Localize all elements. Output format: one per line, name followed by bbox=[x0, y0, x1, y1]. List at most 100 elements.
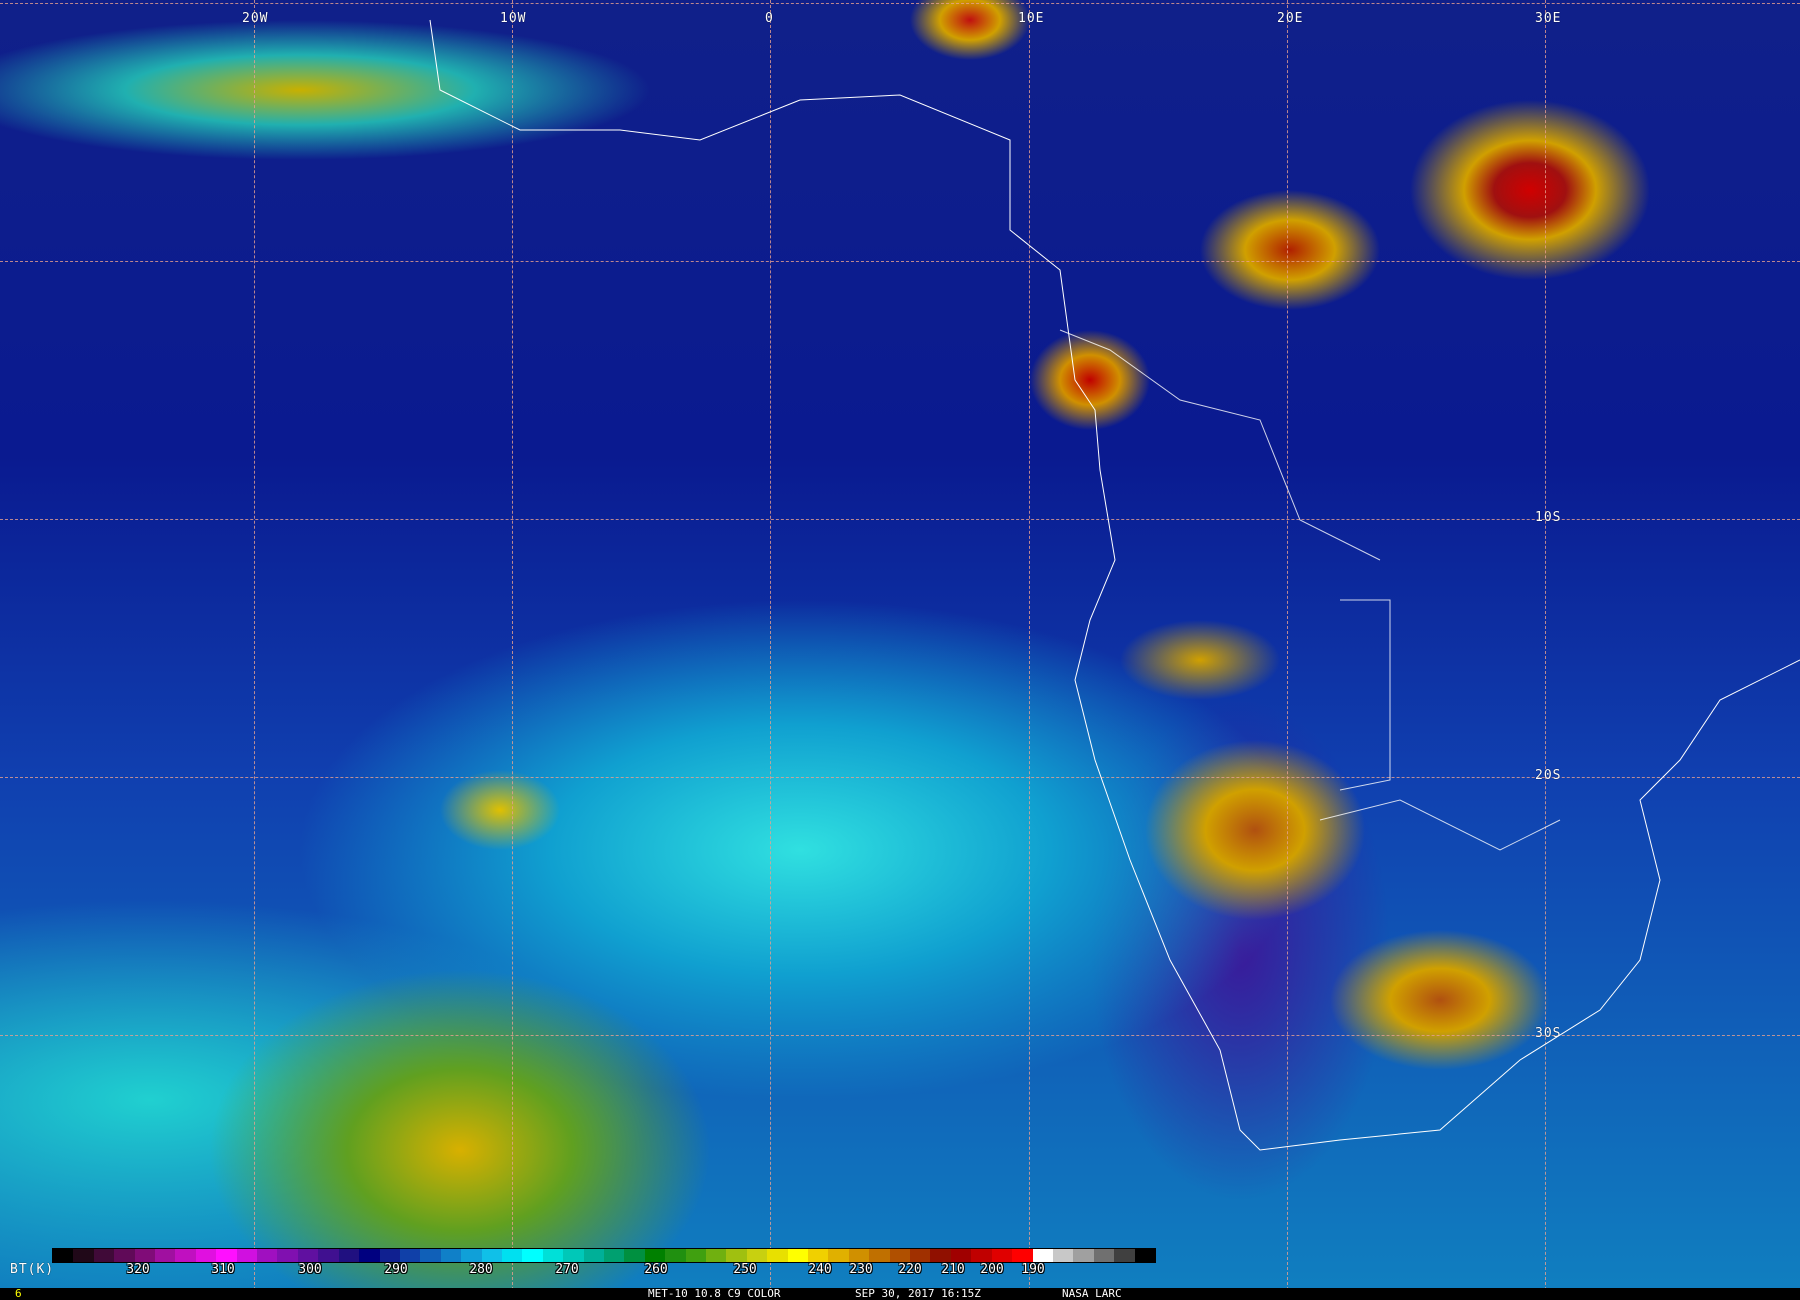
colorbar-segment bbox=[73, 1249, 94, 1262]
colorbar-tick-label: 210 bbox=[941, 1262, 965, 1277]
colorbar-segment bbox=[665, 1249, 686, 1262]
colorbar-segment bbox=[1052, 1249, 1074, 1262]
credit-label: NASA LARC bbox=[1062, 1287, 1122, 1300]
lon-label: 10E bbox=[1018, 11, 1045, 26]
colorbar-segment bbox=[726, 1249, 747, 1262]
colorbar-segment bbox=[1032, 1249, 1053, 1262]
product-label: MET-10 10.8 C9 COLOR bbox=[648, 1287, 781, 1300]
colorbar-segment bbox=[950, 1249, 972, 1262]
colorbar-tick-label: 300 bbox=[298, 1262, 322, 1277]
parallel-gridline bbox=[0, 3, 1800, 4]
colorbar-segment bbox=[461, 1249, 482, 1262]
colorbar-segment bbox=[930, 1249, 951, 1262]
lon-label: 10W bbox=[500, 11, 527, 26]
colorbar-segment bbox=[420, 1249, 441, 1262]
colorbar-segment bbox=[787, 1249, 809, 1262]
colorbar-segment bbox=[583, 1249, 604, 1262]
colorbar-segment bbox=[440, 1249, 462, 1262]
colorbar-segment bbox=[501, 1249, 523, 1262]
colorbar-segment bbox=[399, 1249, 421, 1262]
parallel-gridline bbox=[0, 519, 1800, 520]
meridian-gridline bbox=[1287, 0, 1288, 1300]
colorbar-segment bbox=[746, 1249, 768, 1262]
colorbar-tick-label: 200 bbox=[980, 1262, 1004, 1277]
parallel-gridline bbox=[0, 261, 1800, 262]
meridian-gridline bbox=[770, 0, 771, 1300]
colorbar-segment bbox=[93, 1249, 115, 1262]
parallel-gridline bbox=[0, 1035, 1800, 1036]
colorbar-segment bbox=[1012, 1249, 1033, 1262]
colorbar-tick-label: 320 bbox=[126, 1262, 150, 1277]
lon-label: 20W bbox=[242, 11, 269, 26]
datetime-label: SEP 30, 2017 16:15Z bbox=[855, 1287, 981, 1300]
colorbar-segment bbox=[1134, 1249, 1155, 1262]
colorbar-segment bbox=[828, 1249, 849, 1262]
colorbar-segment bbox=[338, 1249, 360, 1262]
meridian-gridline bbox=[1029, 0, 1030, 1300]
colorbar-segment bbox=[297, 1249, 319, 1262]
colorbar-segment bbox=[808, 1249, 829, 1262]
colorbar-segment bbox=[481, 1249, 502, 1262]
meridian-gridline bbox=[254, 0, 255, 1300]
colorbar-tick-label: 270 bbox=[555, 1262, 579, 1277]
lon-label: 30E bbox=[1535, 11, 1562, 26]
colorbar-tick-label: 250 bbox=[733, 1262, 757, 1277]
colorbar-segment bbox=[563, 1249, 584, 1262]
colorbar-segment bbox=[155, 1249, 176, 1262]
colorbar-segment bbox=[971, 1249, 992, 1262]
colorbar-segment bbox=[318, 1249, 339, 1262]
colorbar-segment bbox=[1093, 1249, 1115, 1262]
colorbar-segment bbox=[644, 1249, 666, 1262]
west-africa-coastline bbox=[429, 19, 801, 141]
colorbar-segment bbox=[1073, 1249, 1094, 1262]
colorbar-tick-label: 280 bbox=[469, 1262, 493, 1277]
africa-coastline bbox=[799, 94, 1800, 1151]
country-borders bbox=[1059, 329, 1561, 851]
colorbar-tick-label: 230 bbox=[849, 1262, 873, 1277]
colorbar-tick-label: 310 bbox=[211, 1262, 235, 1277]
colorbar-segment bbox=[685, 1249, 706, 1262]
lon-label: 20E bbox=[1277, 11, 1304, 26]
meridian-gridline bbox=[512, 0, 513, 1300]
colorbar-segment bbox=[889, 1249, 911, 1262]
colorbar-segment bbox=[359, 1249, 380, 1262]
colorbar-segment bbox=[175, 1249, 196, 1262]
colorbar-segment bbox=[257, 1249, 278, 1262]
parallel-gridline bbox=[0, 777, 1800, 778]
colorbar-segment bbox=[53, 1249, 74, 1262]
colorbar-segment bbox=[216, 1249, 237, 1262]
lat-label: 30S bbox=[1535, 1026, 1562, 1041]
colorbar-segment bbox=[624, 1249, 645, 1262]
colorbar-segment bbox=[277, 1249, 298, 1262]
brightness-temperature-colorbar bbox=[52, 1248, 1156, 1263]
status-bar: 6 MET-10 10.8 C9 COLOR SEP 30, 2017 16:1… bbox=[0, 1288, 1800, 1300]
colorbar-unit-label: BT(K) bbox=[10, 1262, 55, 1277]
colorbar-segment bbox=[134, 1249, 156, 1262]
colorbar-tick-label: 220 bbox=[898, 1262, 922, 1277]
colorbar-segment bbox=[379, 1249, 400, 1262]
frame-number: 6 bbox=[15, 1287, 22, 1300]
colorbar-segment bbox=[767, 1249, 788, 1262]
lat-label: 10S bbox=[1535, 510, 1562, 525]
colorbar-segment bbox=[236, 1249, 258, 1262]
colorbar-segment bbox=[1114, 1249, 1135, 1262]
colorbar-segment bbox=[706, 1249, 727, 1262]
colorbar-tick-label: 290 bbox=[384, 1262, 408, 1277]
colorbar-tick-label: 190 bbox=[1021, 1262, 1045, 1277]
colorbar-segment bbox=[848, 1249, 870, 1262]
colorbar-segment bbox=[869, 1249, 890, 1262]
colorbar-segment bbox=[603, 1249, 625, 1262]
meridian-gridline bbox=[1545, 0, 1546, 1300]
colorbar-segment bbox=[542, 1249, 564, 1262]
colorbar-segment bbox=[114, 1249, 135, 1262]
colorbar-segment bbox=[195, 1249, 217, 1262]
lat-label: 20S bbox=[1535, 768, 1562, 783]
colorbar-segment bbox=[522, 1249, 543, 1262]
colorbar-tick-label: 240 bbox=[808, 1262, 832, 1277]
colorbar-tick-label: 260 bbox=[644, 1262, 668, 1277]
colorbar-segment bbox=[991, 1249, 1013, 1262]
colorbar-segment bbox=[910, 1249, 931, 1262]
lon-label: 0 bbox=[765, 11, 774, 26]
